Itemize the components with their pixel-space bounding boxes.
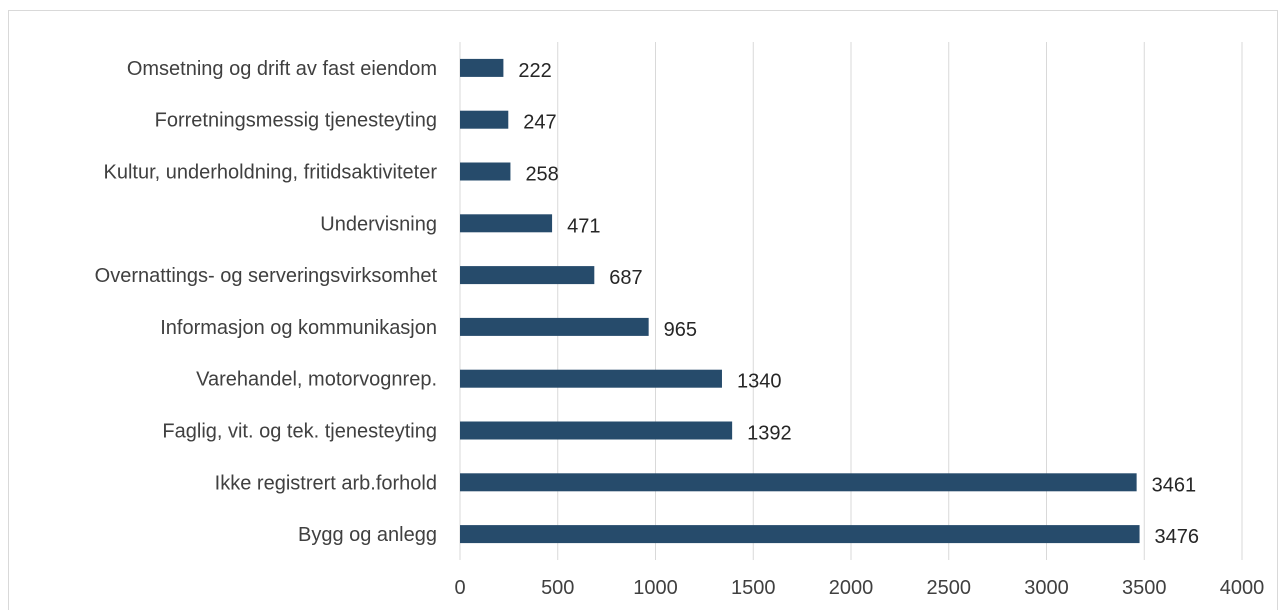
bar [460,317,649,336]
category-label: Overnattings- og serveringsvirksomhet [95,265,438,287]
x-tick-label: 0 [454,577,465,599]
data-label: 1392 [747,423,792,445]
x-tick-label: 500 [541,577,574,599]
x-tick-label: 3500 [1122,577,1167,599]
category-label: Omsetning og drift av fast eiendom [127,58,437,80]
data-label: 965 [664,319,697,341]
bar [460,110,509,129]
category-label: Kultur, underholdning, fritidsaktivitete… [103,162,437,184]
x-tick-label: 1500 [731,577,776,599]
bar [460,473,1137,492]
chart-frame [8,10,1278,610]
bar [460,369,722,388]
category-labels: Omsetning og drift av fast eiendom Forret… [95,58,438,546]
data-label: 258 [525,164,558,186]
bar [460,162,511,181]
category-label: Undervisning [320,213,437,235]
x-tick-label: 1000 [633,577,678,599]
data-label: 222 [518,60,551,82]
x-tick-label: 4000 [1220,577,1265,599]
bar [460,58,504,77]
x-axis-ticks: 0 500 1000 1500 2000 2500 3000 3500 4000 [454,577,1264,599]
x-tick-label: 3000 [1024,577,1069,599]
bar [460,421,733,440]
bar [460,214,553,233]
data-label: 3461 [1152,474,1197,496]
data-label: 687 [609,267,642,289]
category-label: Ikke registrert arb.forhold [215,472,437,494]
x-tick-label: 2500 [927,577,972,599]
category-label: Informasjon og kommunikasjon [160,317,437,339]
data-label: 471 [567,215,600,237]
x-tick-label: 2000 [829,577,874,599]
category-label: Faglig, vit. og tek. tjenesteyting [162,421,437,443]
data-label: 3476 [1155,526,1200,548]
category-label: Bygg og anlegg [298,524,437,546]
category-label: Forretningsmessig tjenesteyting [155,110,437,132]
data-label: 1340 [737,371,782,393]
bar [460,525,1140,544]
data-labels: 222 247 258 471 687 965 1340 1392 3461 3476 [518,60,1199,548]
bar [460,266,595,285]
category-label: Varehandel, motorvognrep. [196,369,437,391]
bars [460,58,1140,544]
data-label: 247 [523,112,556,134]
